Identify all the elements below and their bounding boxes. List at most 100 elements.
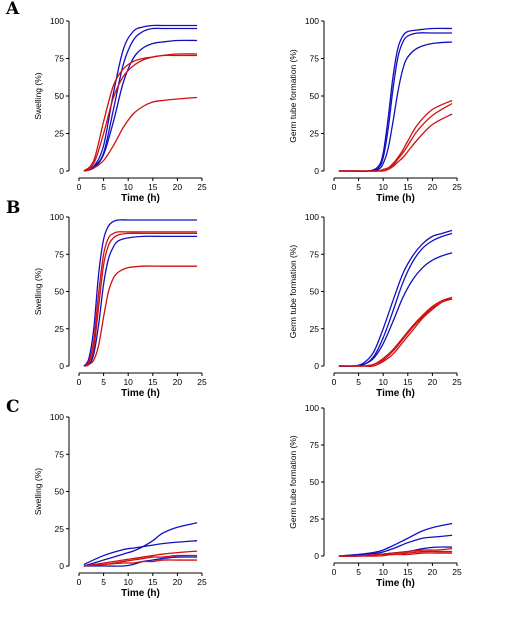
y-tick-label: 0 <box>59 561 64 571</box>
x-tick-label: 15 <box>403 377 413 387</box>
x-tick-label: 25 <box>197 577 207 587</box>
x-tick-label: 20 <box>428 182 438 192</box>
x-tick-label: 15 <box>403 182 413 192</box>
series-line-blue-1 <box>83 24 198 172</box>
series-line-red-6 <box>83 96 198 172</box>
y-tick-label: 100 <box>305 16 319 26</box>
x-axis-title: Time (h) <box>376 388 415 399</box>
x-tick-label: 5 <box>101 377 106 387</box>
series-line-red-4 <box>338 99 453 172</box>
x-tick-label: 20 <box>428 567 438 577</box>
y-axis-title: Germ tube formation (%) <box>288 49 298 143</box>
x-axis-title: Time (h) <box>121 388 160 399</box>
x-tick-label: 0 <box>77 377 82 387</box>
series-line-blue-2 <box>338 534 453 557</box>
series-line-blue-1 <box>338 27 453 172</box>
series-line-red-6 <box>338 296 453 367</box>
x-tick-label: 0 <box>332 567 337 577</box>
x-tick-label: 10 <box>123 377 133 387</box>
y-axis-title: Swelling (%) <box>33 268 43 315</box>
y-tick-label: 25 <box>310 324 320 334</box>
x-tick-label: 0 <box>332 182 337 192</box>
y-tick-label: 100 <box>50 16 64 26</box>
x-tick-label: 10 <box>378 182 388 192</box>
x-tick-label: 20 <box>173 377 183 387</box>
x-tick-label: 5 <box>101 182 106 192</box>
chart-c-swelling: 0 25 50 75 100 0 5 10 15 20 25 Time (h) Swelling (%) <box>33 412 207 599</box>
x-tick-label: 0 <box>77 577 82 587</box>
x-tick-label: 15 <box>403 567 413 577</box>
y-tick-label: 100 <box>50 412 64 422</box>
y-tick-label: 75 <box>55 54 65 64</box>
y-tick-label: 50 <box>310 477 320 487</box>
chart-b-swelling: 0 25 50 75 100 0 5 10 15 20 25 Time (h) Swelling (%) <box>33 212 207 399</box>
x-tick-label: 20 <box>428 377 438 387</box>
x-tick-label: 5 <box>101 577 106 587</box>
x-axis-title: Time (h) <box>121 588 160 599</box>
series-line-red-6 <box>338 113 453 172</box>
panel-label-c: C <box>6 397 20 417</box>
x-tick-label: 25 <box>452 567 462 577</box>
series-line-blue-1 <box>83 219 198 367</box>
series-line-red-5 <box>338 298 453 367</box>
y-tick-label: 0 <box>314 166 319 176</box>
y-tick-label: 25 <box>310 129 320 139</box>
x-tick-label: 10 <box>378 377 388 387</box>
series-line-blue-3 <box>338 252 453 367</box>
series-line-red-2 <box>83 231 198 367</box>
x-tick-label: 25 <box>452 182 462 192</box>
y-tick-label: 0 <box>314 361 319 371</box>
y-tick-label: 50 <box>310 91 320 101</box>
x-tick-label: 20 <box>173 577 183 587</box>
y-tick-label: 25 <box>55 524 65 534</box>
series-line-blue-1 <box>338 229 453 367</box>
y-tick-label: 100 <box>305 212 319 222</box>
chart-a-germ: 0 25 50 75 100 0 5 10 15 20 25 Time (h) Germ tube fo… <box>288 16 462 204</box>
x-axis-title: Time (h) <box>376 578 415 589</box>
y-tick-label: 25 <box>55 324 65 334</box>
panel-label-b: B <box>6 198 20 218</box>
x-tick-label: 15 <box>148 182 158 192</box>
y-tick-label: 75 <box>310 440 320 450</box>
x-tick-label: 25 <box>197 377 207 387</box>
x-tick-label: 0 <box>332 377 337 387</box>
x-tick-label: 10 <box>123 182 133 192</box>
y-axis-title: Swelling (%) <box>33 72 43 119</box>
y-axis-title: Germ tube formation (%) <box>288 435 298 529</box>
y-tick-label: 75 <box>310 249 320 259</box>
chart-c-germ: 0 25 50 75 100 0 5 10 15 20 25 Time (h) Germ tube fo… <box>288 403 462 589</box>
y-tick-label: 50 <box>55 287 65 297</box>
x-tick-label: 15 <box>148 577 158 587</box>
series-line-blue-2 <box>83 540 198 566</box>
series-line-red-5 <box>83 53 198 172</box>
x-tick-label: 5 <box>356 182 361 192</box>
series-line-red-6 <box>83 559 198 567</box>
y-tick-label: 0 <box>59 361 64 371</box>
series-line-red-3 <box>83 550 198 567</box>
x-tick-label: 15 <box>148 377 158 387</box>
series-line-blue-2 <box>338 32 453 172</box>
y-tick-label: 0 <box>314 551 319 561</box>
x-tick-label: 5 <box>356 567 361 577</box>
series-line-blue-4 <box>83 235 198 367</box>
x-tick-label: 25 <box>452 377 462 387</box>
x-tick-label: 25 <box>197 182 207 192</box>
series-line-red-5 <box>83 265 198 367</box>
series-line-red-6 <box>338 552 453 557</box>
x-tick-label: 10 <box>378 567 388 577</box>
x-tick-label: 0 <box>77 182 82 192</box>
y-tick-label: 75 <box>55 249 65 259</box>
x-axis-title: Time (h) <box>376 193 415 204</box>
y-tick-label: 0 <box>59 166 64 176</box>
y-tick-label: 100 <box>50 212 64 222</box>
y-tick-label: 50 <box>55 487 65 497</box>
y-tick-label: 75 <box>310 54 320 64</box>
y-tick-label: 25 <box>310 514 320 524</box>
y-tick-label: 100 <box>305 403 319 413</box>
x-tick-label: 20 <box>173 182 183 192</box>
x-tick-label: 5 <box>356 377 361 387</box>
y-axis-title: Germ tube formation (%) <box>288 245 298 339</box>
x-tick-label: 10 <box>123 577 133 587</box>
